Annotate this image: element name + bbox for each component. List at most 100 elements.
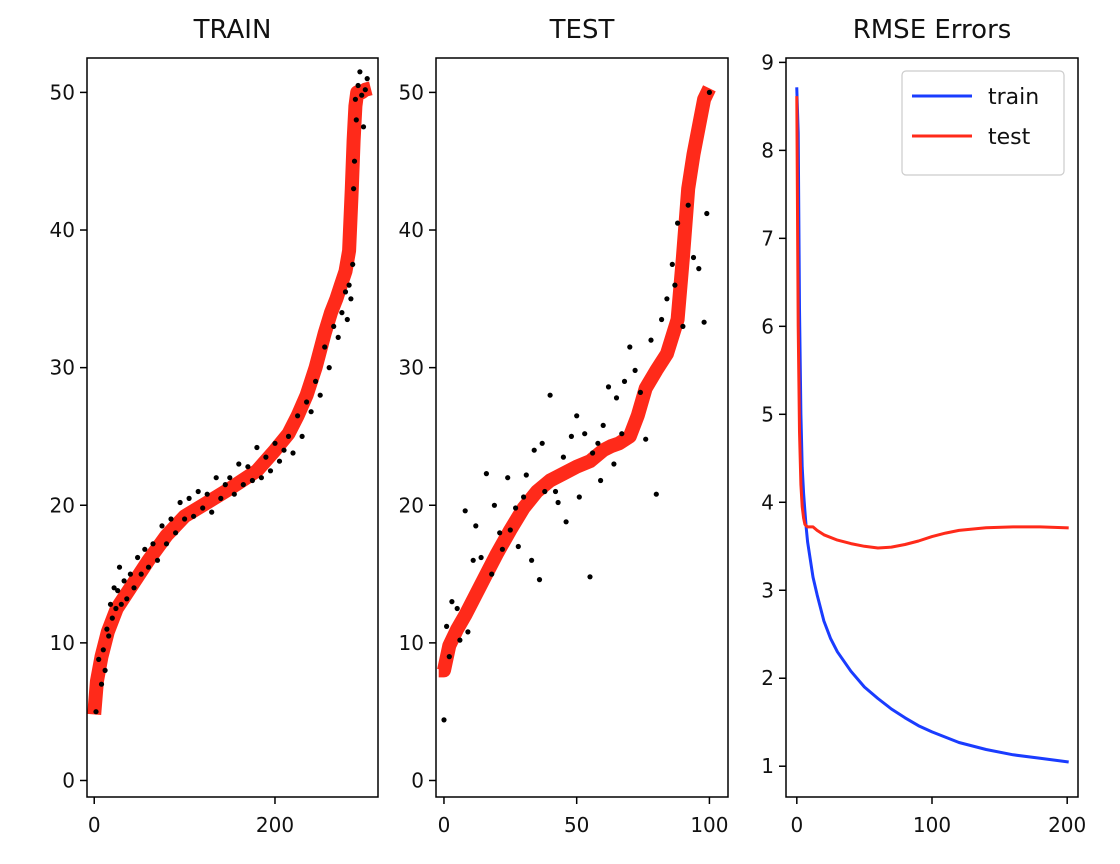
data-point xyxy=(339,310,345,316)
y-tick-label: 30 xyxy=(399,356,424,380)
data-point xyxy=(465,629,471,635)
train-panel: TRAIN 0 200 0 10 20 30 40 50 xyxy=(50,15,379,837)
y-tick-label: 1 xyxy=(761,754,774,778)
data-point xyxy=(355,82,361,89)
data-point xyxy=(322,344,328,350)
data-point xyxy=(483,471,489,477)
data-point xyxy=(574,413,580,419)
data-point xyxy=(542,488,548,495)
data-point xyxy=(191,513,197,519)
data-point xyxy=(218,495,224,501)
y-tick-label: 50 xyxy=(399,80,424,104)
data-point xyxy=(675,220,681,226)
data-point xyxy=(313,378,319,384)
data-point xyxy=(704,210,710,217)
data-point xyxy=(470,557,476,563)
data-point xyxy=(598,477,604,484)
data-point xyxy=(245,464,251,470)
y-tick-label: 0 xyxy=(62,768,75,792)
data-point xyxy=(209,509,215,515)
data-point xyxy=(100,647,106,653)
data-point xyxy=(672,282,678,288)
data-point xyxy=(177,499,183,506)
data-point xyxy=(154,557,161,563)
data-point xyxy=(304,399,310,405)
data-point xyxy=(539,440,545,446)
y-tick-label: 30 xyxy=(50,356,75,380)
data-point xyxy=(454,605,460,612)
data-point xyxy=(362,87,368,93)
data-point xyxy=(231,491,237,497)
data-point xyxy=(344,316,350,323)
data-point xyxy=(109,615,115,621)
data-point xyxy=(168,516,174,522)
data-point xyxy=(326,365,332,371)
data-point xyxy=(489,571,495,577)
data-point xyxy=(138,571,144,577)
data-point xyxy=(351,158,358,164)
data-point xyxy=(204,491,210,497)
series-line-train xyxy=(795,87,1069,764)
y-tick-label: 4 xyxy=(761,490,774,514)
data-point xyxy=(491,502,497,508)
chart-title: RMSE Errors xyxy=(853,15,1012,45)
data-point xyxy=(555,499,561,506)
data-point xyxy=(441,717,447,723)
data-point xyxy=(107,601,114,607)
data-point xyxy=(444,623,450,630)
data-point xyxy=(118,601,124,607)
data-point xyxy=(281,447,287,453)
data-point xyxy=(295,413,301,419)
data-point xyxy=(536,577,543,583)
data-point xyxy=(648,337,654,343)
data-point xyxy=(346,282,352,288)
data-point xyxy=(690,254,697,261)
data-point xyxy=(102,667,108,674)
data-point xyxy=(121,578,127,584)
y-tick-label: 10 xyxy=(399,631,424,655)
data-point xyxy=(497,530,503,536)
y-tick-label: 40 xyxy=(50,218,75,242)
data-point xyxy=(653,491,659,497)
legend-label-train: train xyxy=(988,85,1039,110)
data-point xyxy=(299,433,305,439)
data-point xyxy=(276,458,283,464)
y-tick-label: 20 xyxy=(50,493,75,517)
data-point xyxy=(308,409,314,415)
axes-frame xyxy=(435,57,729,798)
data-point xyxy=(507,527,513,533)
data-point xyxy=(111,585,117,591)
data-point xyxy=(222,482,228,488)
data-point xyxy=(348,296,354,302)
data-point xyxy=(360,124,367,130)
data-point xyxy=(150,541,156,547)
data-point xyxy=(587,574,593,580)
rmse-errors-panel: RMSE Errors 0 100 200 1 2 3 4 5 6 7 8 9 train test xyxy=(761,15,1086,837)
data-point xyxy=(619,431,625,437)
data-point xyxy=(127,571,133,577)
data-point xyxy=(104,626,110,632)
data-point xyxy=(350,261,356,267)
data-point xyxy=(263,454,269,460)
data-point xyxy=(600,422,606,428)
chart-title: TRAIN xyxy=(193,15,272,45)
data-point xyxy=(135,554,141,561)
data-point xyxy=(213,475,219,481)
data-point xyxy=(560,454,567,460)
data-point xyxy=(505,475,511,481)
data-point xyxy=(98,681,105,687)
y-tick-label: 3 xyxy=(761,578,774,602)
data-point xyxy=(576,494,582,500)
data-point xyxy=(186,495,192,501)
data-point xyxy=(457,637,463,643)
data-point xyxy=(331,323,337,329)
plot-area xyxy=(437,85,716,723)
y-tick-label: 7 xyxy=(761,226,774,250)
data-point xyxy=(627,344,633,350)
data-point xyxy=(254,444,260,451)
data-point xyxy=(124,596,130,602)
y-tick-label: 50 xyxy=(50,80,75,104)
data-point xyxy=(290,450,296,456)
data-point xyxy=(706,89,713,95)
x-tick-label: 50 xyxy=(564,813,589,837)
